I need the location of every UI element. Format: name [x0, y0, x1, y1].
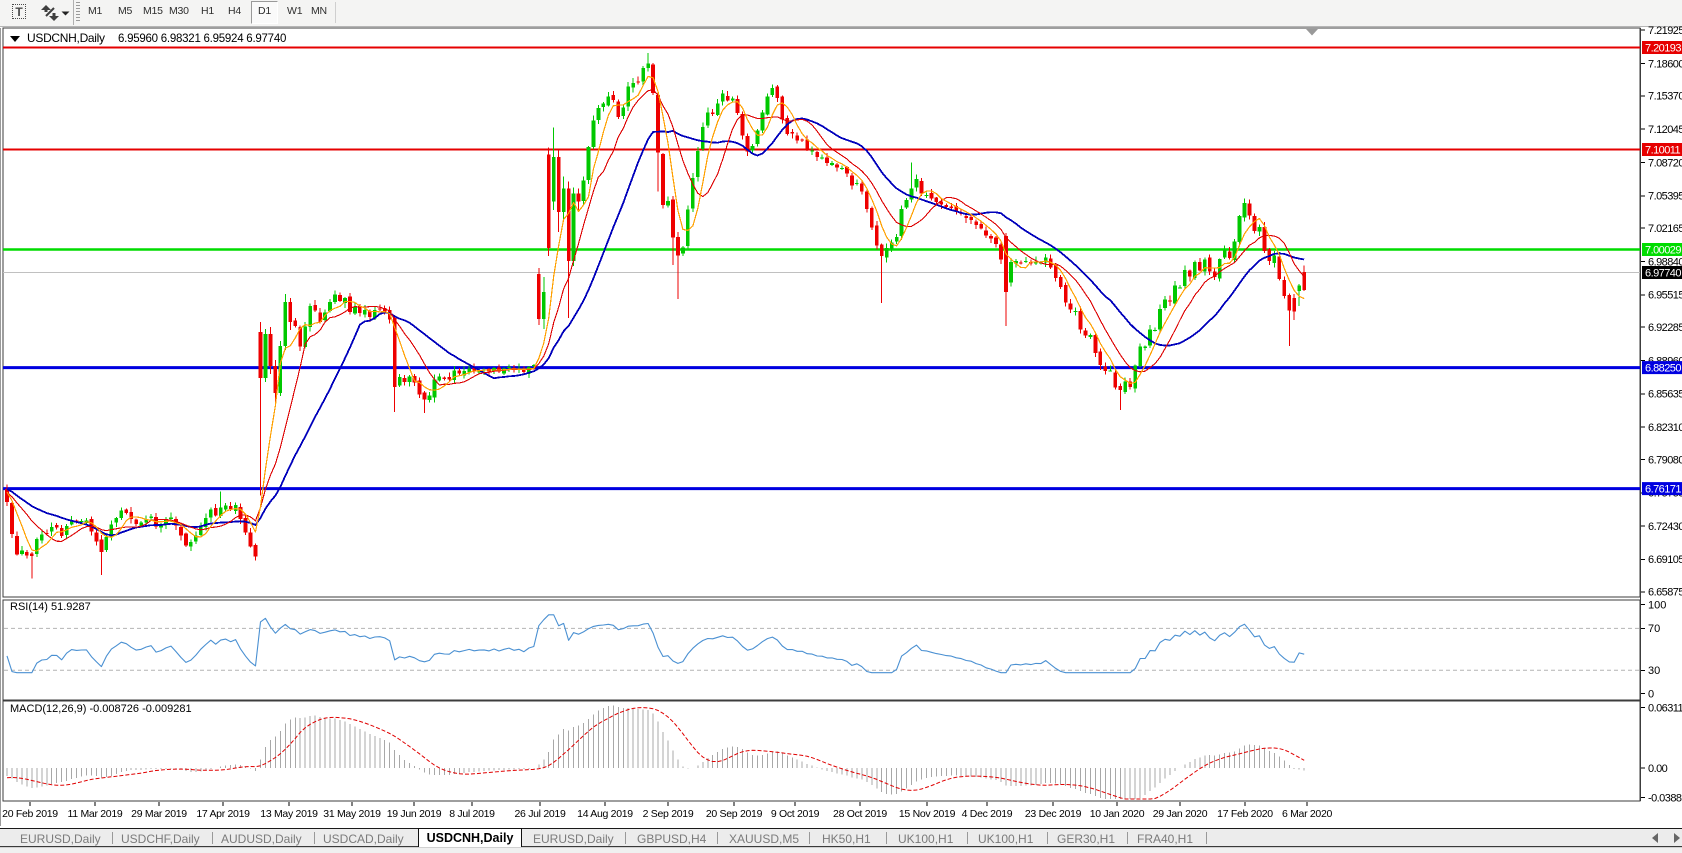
svg-text:2 Sep 2019: 2 Sep 2019: [643, 808, 694, 820]
svg-text:0.063113: 0.063113: [1648, 702, 1682, 714]
svg-text:USDCNH,Daily: USDCNH,Daily: [27, 31, 105, 45]
svg-text:6.95960 6.98321 6.95924 6.9774: 6.95960 6.98321 6.95924 6.97740: [118, 33, 286, 45]
svg-text:7.20193: 7.20193: [1645, 43, 1681, 55]
svg-text:20 Sep 2019: 20 Sep 2019: [706, 808, 763, 820]
svg-text:6.72430: 6.72430: [1648, 521, 1682, 533]
svg-text:23 Dec 2019: 23 Dec 2019: [1025, 808, 1082, 820]
svg-text:6.69105: 6.69105: [1648, 554, 1682, 566]
svg-text:7.08720: 7.08720: [1648, 157, 1682, 169]
svg-text:7.02165: 7.02165: [1648, 223, 1682, 235]
svg-text:6.65875: 6.65875: [1648, 587, 1682, 599]
svg-text:70: 70: [1648, 623, 1660, 635]
svg-text:7.15370: 7.15370: [1648, 91, 1682, 103]
svg-text:7.10011: 7.10011: [1645, 145, 1681, 157]
svg-text:6.88250: 6.88250: [1645, 363, 1681, 375]
svg-text:15 Nov 2019: 15 Nov 2019: [899, 808, 956, 820]
svg-text:6 Mar 2020: 6 Mar 2020: [1282, 808, 1333, 820]
svg-text:6.92285: 6.92285: [1648, 322, 1682, 334]
svg-text:6.82310: 6.82310: [1648, 422, 1682, 434]
svg-text:19 Jun 2019: 19 Jun 2019: [387, 808, 442, 820]
svg-text:0.00: 0.00: [1648, 763, 1668, 775]
svg-text:14 Aug 2019: 14 Aug 2019: [577, 808, 633, 820]
svg-text:6.95515: 6.95515: [1648, 290, 1682, 302]
svg-text:6.79080: 6.79080: [1648, 454, 1682, 466]
svg-text:7.00029: 7.00029: [1645, 245, 1681, 257]
svg-text:17 Feb 2020: 17 Feb 2020: [1217, 808, 1273, 820]
svg-text:10 Jan 2020: 10 Jan 2020: [1090, 808, 1145, 820]
svg-text:20 Feb 2019: 20 Feb 2019: [2, 808, 58, 820]
svg-text:6.98840: 6.98840: [1648, 256, 1682, 268]
svg-text:6.76171: 6.76171: [1645, 484, 1681, 496]
svg-text:4 Dec 2019: 4 Dec 2019: [962, 808, 1013, 820]
svg-text:28 Oct 2019: 28 Oct 2019: [833, 808, 887, 820]
svg-text:26 Jul 2019: 26 Jul 2019: [515, 808, 566, 820]
svg-text:13 May 2019: 13 May 2019: [260, 808, 318, 820]
svg-text:8 Jul 2019: 8 Jul 2019: [449, 808, 495, 820]
svg-text:6.85635: 6.85635: [1648, 389, 1682, 401]
svg-text:100: 100: [1648, 599, 1666, 611]
svg-text:7.05395: 7.05395: [1648, 191, 1682, 203]
svg-text:9 Oct 2019: 9 Oct 2019: [771, 808, 820, 820]
svg-text:7.12045: 7.12045: [1648, 124, 1682, 136]
svg-text:30: 30: [1648, 665, 1660, 677]
svg-text:29 Mar 2019: 29 Mar 2019: [131, 808, 187, 820]
svg-text:31 May 2019: 31 May 2019: [323, 808, 381, 820]
svg-text:7.21925: 7.21925: [1648, 25, 1682, 37]
svg-text:RSI(14) 51.9287: RSI(14) 51.9287: [10, 601, 91, 613]
svg-text:6.97740: 6.97740: [1645, 268, 1681, 280]
svg-text:0: 0: [1648, 688, 1654, 700]
svg-text:17 Apr 2019: 17 Apr 2019: [196, 808, 250, 820]
svg-text:MACD(12,26,9) -0.008726 -0.009: MACD(12,26,9) -0.008726 -0.009281: [10, 703, 192, 715]
svg-text:29 Jan 2020: 29 Jan 2020: [1153, 808, 1208, 820]
svg-text:7.18600: 7.18600: [1648, 58, 1682, 70]
svg-text:-0.038872: -0.038872: [1648, 792, 1682, 804]
svg-text:11 Mar 2019: 11 Mar 2019: [68, 808, 123, 820]
